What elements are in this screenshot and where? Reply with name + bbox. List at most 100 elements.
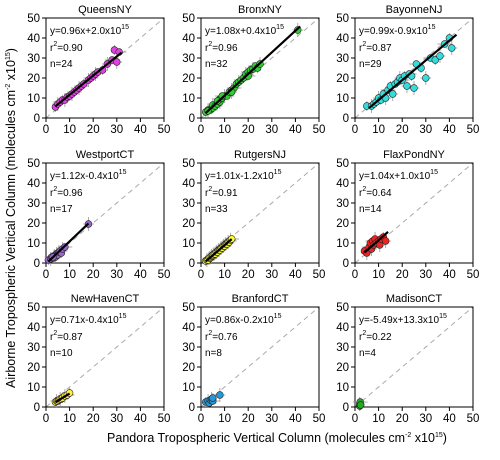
panel-RutgersNJ: 0 10 20 30 40 50 0 10 20 30 40 50 RutgersNJ y=1.01x-1…: [182, 149, 325, 281]
y-tick-label: 10: [336, 382, 349, 394]
data-point: [431, 56, 439, 64]
panel-title: WestportCT: [76, 149, 135, 161]
y-tick-label: 30: [27, 53, 40, 65]
y-tick-label: 0: [34, 113, 40, 125]
y-tick-label: 40: [27, 322, 40, 334]
x-tick-label: 50: [467, 124, 480, 136]
y-tick-label: 20: [336, 73, 349, 85]
sample-count: n=17: [50, 204, 73, 215]
x-tick-label: 30: [110, 124, 123, 136]
y-tick-label: 40: [182, 178, 195, 190]
regression-equation: y=1.01x-1.2x1015: [205, 169, 282, 182]
x-tick-label: 40: [134, 269, 147, 281]
regression-equation: y=0.86x-0.2x1015: [205, 313, 282, 326]
panel-BranfordCT: 0 10 20 30 40 50 0 10 20 30 40 50 BranfordCT y=0.86x-…: [182, 293, 325, 425]
plot-frame: [200, 306, 320, 408]
y-tick-label: 50: [27, 158, 40, 170]
data-point: [436, 52, 444, 60]
x-tick-label: 20: [242, 413, 255, 425]
y-tick-label: 10: [27, 93, 40, 105]
y-tick-label: 50: [182, 13, 195, 25]
plot-frame: [45, 306, 165, 408]
plot-frame: [45, 162, 165, 264]
y-tick-label: 10: [336, 93, 349, 105]
data-point: [113, 58, 121, 66]
y-tick-label: 50: [336, 13, 349, 25]
panel-WestportCT: 0 10 20 30 40 50 0 10 20 30 40 50 WestportCT y=1.12x-…: [27, 149, 170, 281]
sample-count: n=8: [205, 348, 222, 359]
plot-frame: [200, 162, 320, 264]
one-to-one-line: [200, 162, 320, 264]
y-tick-label: 30: [182, 198, 195, 210]
sample-count: n=10: [50, 348, 73, 359]
sample-count: n=24: [50, 59, 73, 70]
sample-count: n=33: [205, 204, 228, 215]
x-tick-label: 40: [443, 269, 456, 281]
r-squared: r2=0.87: [50, 330, 83, 343]
x-tick-label: 20: [396, 124, 409, 136]
x-tick-label: 50: [158, 269, 171, 281]
x-tick-label: 0: [43, 413, 49, 425]
panel-QueensNY: 0 10 20 30 40 50 0 10 20 30 40 50 QueensNY y=0.96x+2.…: [27, 4, 170, 136]
r-squared: r2=0.96: [50, 186, 83, 199]
y-tick-label: 30: [182, 53, 195, 65]
fit-line: [368, 33, 458, 109]
sample-count: n=32: [205, 59, 228, 70]
plot-frame: [354, 17, 474, 119]
x-tick-label: 10: [218, 124, 231, 136]
regression-equation: y=1.08x+0.4x1015: [205, 24, 284, 37]
x-tick-label: 50: [467, 413, 480, 425]
r-squared: r2=0.87: [359, 41, 392, 54]
y-tick-label: 10: [27, 238, 40, 250]
y-tick-label: 30: [336, 342, 349, 354]
one-to-one-line: [45, 162, 165, 264]
x-tick-label: 10: [372, 413, 385, 425]
r-squared: r2=0.90: [50, 41, 83, 54]
x-tick-label: 30: [110, 413, 123, 425]
x-tick-label: 20: [87, 124, 100, 136]
y-tick-label: 40: [182, 33, 195, 45]
y-tick-label: 30: [336, 198, 349, 210]
x-tick-label: 0: [198, 413, 204, 425]
y-tick-label: 50: [27, 13, 40, 25]
x-tick-label: 30: [265, 124, 278, 136]
one-to-one-line: [200, 17, 320, 119]
y-tick-label: 40: [336, 322, 349, 334]
y-tick-label: 10: [182, 93, 195, 105]
panel-title: MadisonCT: [386, 293, 443, 305]
one-to-one-line: [354, 162, 474, 264]
fit-line: [204, 25, 301, 114]
data-point: [356, 401, 365, 409]
x-tick-label: 40: [289, 269, 302, 281]
plot-frame: [45, 17, 165, 119]
fit-line: [54, 51, 123, 108]
y-tick-label: 40: [336, 178, 349, 190]
fit-line: [54, 392, 71, 404]
y-tick-label: 40: [336, 33, 349, 45]
x-tick-label: 0: [43, 124, 49, 136]
plot-frame: [200, 17, 320, 119]
x-tick-label: 40: [289, 124, 302, 136]
panel-title: BronxNY: [238, 4, 283, 16]
x-tick-label: 50: [158, 413, 171, 425]
sample-count: n=14: [359, 204, 382, 215]
fit-line: [363, 231, 389, 254]
fit-line: [205, 238, 233, 263]
y-tick-label: 40: [182, 322, 195, 334]
panel-MadisonCT: 0 10 20 30 40 50 0 10 20 30 40 50 MadisonCT y=-5.49x+…: [336, 293, 479, 425]
panel-title: BranfordCT: [232, 293, 289, 305]
sample-count: n=4: [359, 348, 376, 359]
x-tick-label: 10: [63, 413, 76, 425]
y-tick-label: 50: [27, 302, 40, 314]
y-tick-label: 50: [182, 158, 195, 170]
y-tick-label: 10: [182, 382, 195, 394]
x-tick-label: 20: [242, 124, 255, 136]
one-to-one-line: [354, 17, 474, 119]
x-tick-label: 10: [63, 269, 76, 281]
plot-frame: [354, 306, 474, 408]
y-tick-label: 10: [27, 382, 40, 394]
x-tick-label: 20: [87, 269, 100, 281]
y-tick-label: 20: [27, 362, 40, 374]
data-point: [403, 82, 411, 90]
